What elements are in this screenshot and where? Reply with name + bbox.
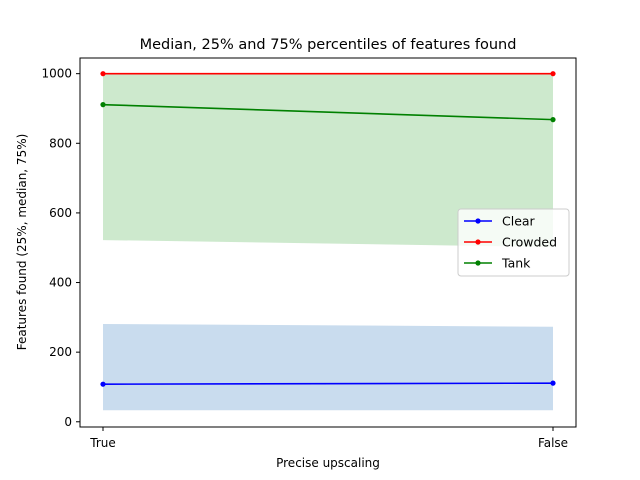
x-axis: True False <box>89 427 568 450</box>
point-crowded-false <box>550 71 556 77</box>
y-axis: 0 200 400 600 800 1000 <box>41 67 80 429</box>
x-axis-title: Precise upscaling <box>276 456 380 470</box>
legend-marker-crowded <box>475 239 481 245</box>
point-tank-true <box>100 102 106 108</box>
x-tick-label-true: True <box>89 436 116 450</box>
y-tick-label-600: 600 <box>49 206 72 220</box>
legend: Clear Crowded Tank <box>457 208 570 277</box>
point-crowded-true <box>100 71 106 77</box>
y-tick-label-200: 200 <box>49 345 72 359</box>
point-clear-true <box>100 381 106 387</box>
legend-marker-tank <box>475 260 481 266</box>
point-clear-false <box>550 380 556 386</box>
y-axis-title: Features found (25%, median, 75%) <box>15 134 29 351</box>
band-clear <box>103 323 553 411</box>
line-clear <box>102 382 554 385</box>
legend-box <box>457 208 570 277</box>
y-tick-label-800: 800 <box>49 136 72 150</box>
x-tick-label-false: False <box>538 436 568 450</box>
y-tick-label-0: 0 <box>64 415 72 429</box>
percentile-bands <box>103 73 553 411</box>
plot-frame <box>79 57 577 428</box>
line-tank <box>102 103 554 121</box>
legend-label-clear: Clear <box>502 214 536 229</box>
median-lines <box>100 71 556 387</box>
band-tank <box>103 73 553 248</box>
chart-title: Median, 25% and 75% percentiles of featu… <box>140 37 517 53</box>
legend-label-tank: Tank <box>501 256 531 271</box>
legend-marker-clear <box>475 218 481 224</box>
y-tick-label-1000: 1000 <box>41 67 72 81</box>
y-tick-label-400: 400 <box>49 276 72 290</box>
legend-label-crowded: Crowded <box>502 235 557 250</box>
point-tank-false <box>550 117 556 123</box>
